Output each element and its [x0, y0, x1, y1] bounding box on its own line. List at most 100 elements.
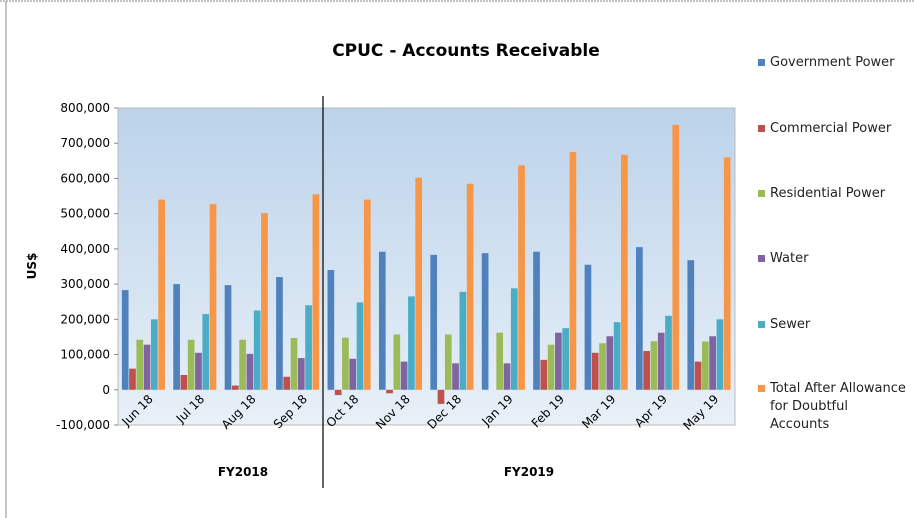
legend-item: Total After Allowance for Doubtful Accou… [758, 380, 908, 434]
bar [496, 332, 504, 390]
bar [437, 389, 445, 404]
y-axis-label: US$ [25, 253, 39, 280]
bar [276, 277, 283, 390]
bar [143, 344, 151, 390]
bar [723, 157, 731, 390]
bar [283, 376, 291, 390]
bar [533, 251, 540, 390]
legend-item: Sewer [758, 316, 908, 334]
legend-label: Sewer [770, 317, 811, 332]
bar [327, 270, 335, 390]
bar [459, 291, 467, 390]
plot-area [117, 107, 736, 426]
legend-item: Water [758, 250, 908, 268]
bar [290, 338, 298, 390]
bar [408, 296, 415, 390]
bar [261, 212, 268, 390]
legend-item: Commercial Power [758, 120, 908, 138]
legend-swatch [758, 255, 765, 262]
bar [657, 332, 665, 390]
bar [466, 183, 474, 390]
legend-item: Residential Power [758, 185, 908, 203]
bar [540, 359, 548, 390]
legend-label: Total After Allowance for Doubtful Accou… [770, 381, 906, 432]
bar [297, 358, 305, 390]
bar [584, 264, 592, 390]
legend-swatch [758, 321, 765, 328]
bar [716, 319, 724, 390]
bar [349, 358, 357, 390]
bar [569, 152, 577, 390]
bar [180, 374, 188, 390]
bar [687, 260, 695, 390]
bar [555, 332, 562, 390]
bar [239, 339, 246, 390]
legend-item: Government Power [758, 54, 908, 72]
y-tick-label: 800,000 [60, 101, 110, 115]
bar [672, 124, 680, 390]
legend-swatch [758, 190, 765, 197]
bar [136, 339, 144, 390]
chart-title: CPUC - Accounts Receivable [332, 41, 600, 61]
bar [342, 337, 349, 390]
bar [150, 319, 158, 390]
y-tick-label: 700,000 [60, 136, 110, 150]
bar [606, 336, 614, 390]
legend-swatch [758, 125, 765, 132]
bar [613, 322, 621, 390]
bar [650, 341, 658, 390]
legend-label: Residential Power [770, 186, 886, 201]
legend-label: Water [770, 251, 809, 266]
bar [393, 334, 401, 390]
bar [129, 368, 136, 390]
bar [547, 344, 555, 390]
bar [665, 315, 672, 390]
bar [481, 253, 489, 390]
bar [363, 199, 371, 390]
legend-label: Commercial Power [770, 121, 892, 136]
y-tick-label: 100,000 [60, 348, 110, 362]
bar [195, 352, 202, 390]
bar [621, 154, 628, 390]
y-tick-label: 300,000 [60, 277, 110, 291]
bar [452, 363, 459, 390]
bar [386, 389, 393, 394]
bar [253, 310, 261, 390]
bar [702, 341, 709, 390]
bar [224, 285, 232, 390]
bar [202, 314, 210, 390]
bar [518, 165, 525, 390]
legend-swatch [758, 59, 765, 66]
bar [643, 351, 650, 390]
y-tick-label: 0 [102, 383, 110, 397]
fy-label: FY2019 [504, 465, 554, 479]
bar [503, 363, 511, 390]
bar [209, 204, 217, 390]
bar [305, 305, 312, 390]
bar [415, 177, 423, 390]
bar [562, 328, 570, 390]
legend-label: Government Power [770, 55, 895, 70]
bar [378, 251, 386, 390]
fy-label: FY2018 [218, 465, 268, 479]
y-tick-label: -100,000 [56, 418, 110, 432]
bar [173, 284, 180, 390]
legend-swatch [758, 385, 765, 392]
bar [158, 199, 165, 390]
bar [430, 254, 438, 390]
bar [121, 290, 129, 390]
bar [591, 352, 599, 390]
y-tick-label: 500,000 [60, 207, 110, 221]
bar [246, 353, 254, 390]
bar [636, 247, 643, 390]
bar [356, 302, 364, 390]
y-tick-label: 600,000 [60, 171, 110, 185]
bar [694, 361, 702, 390]
bar [400, 361, 408, 390]
bar [599, 343, 606, 390]
y-tick-label: 200,000 [60, 312, 110, 326]
bar [510, 288, 518, 390]
bar [334, 389, 342, 396]
